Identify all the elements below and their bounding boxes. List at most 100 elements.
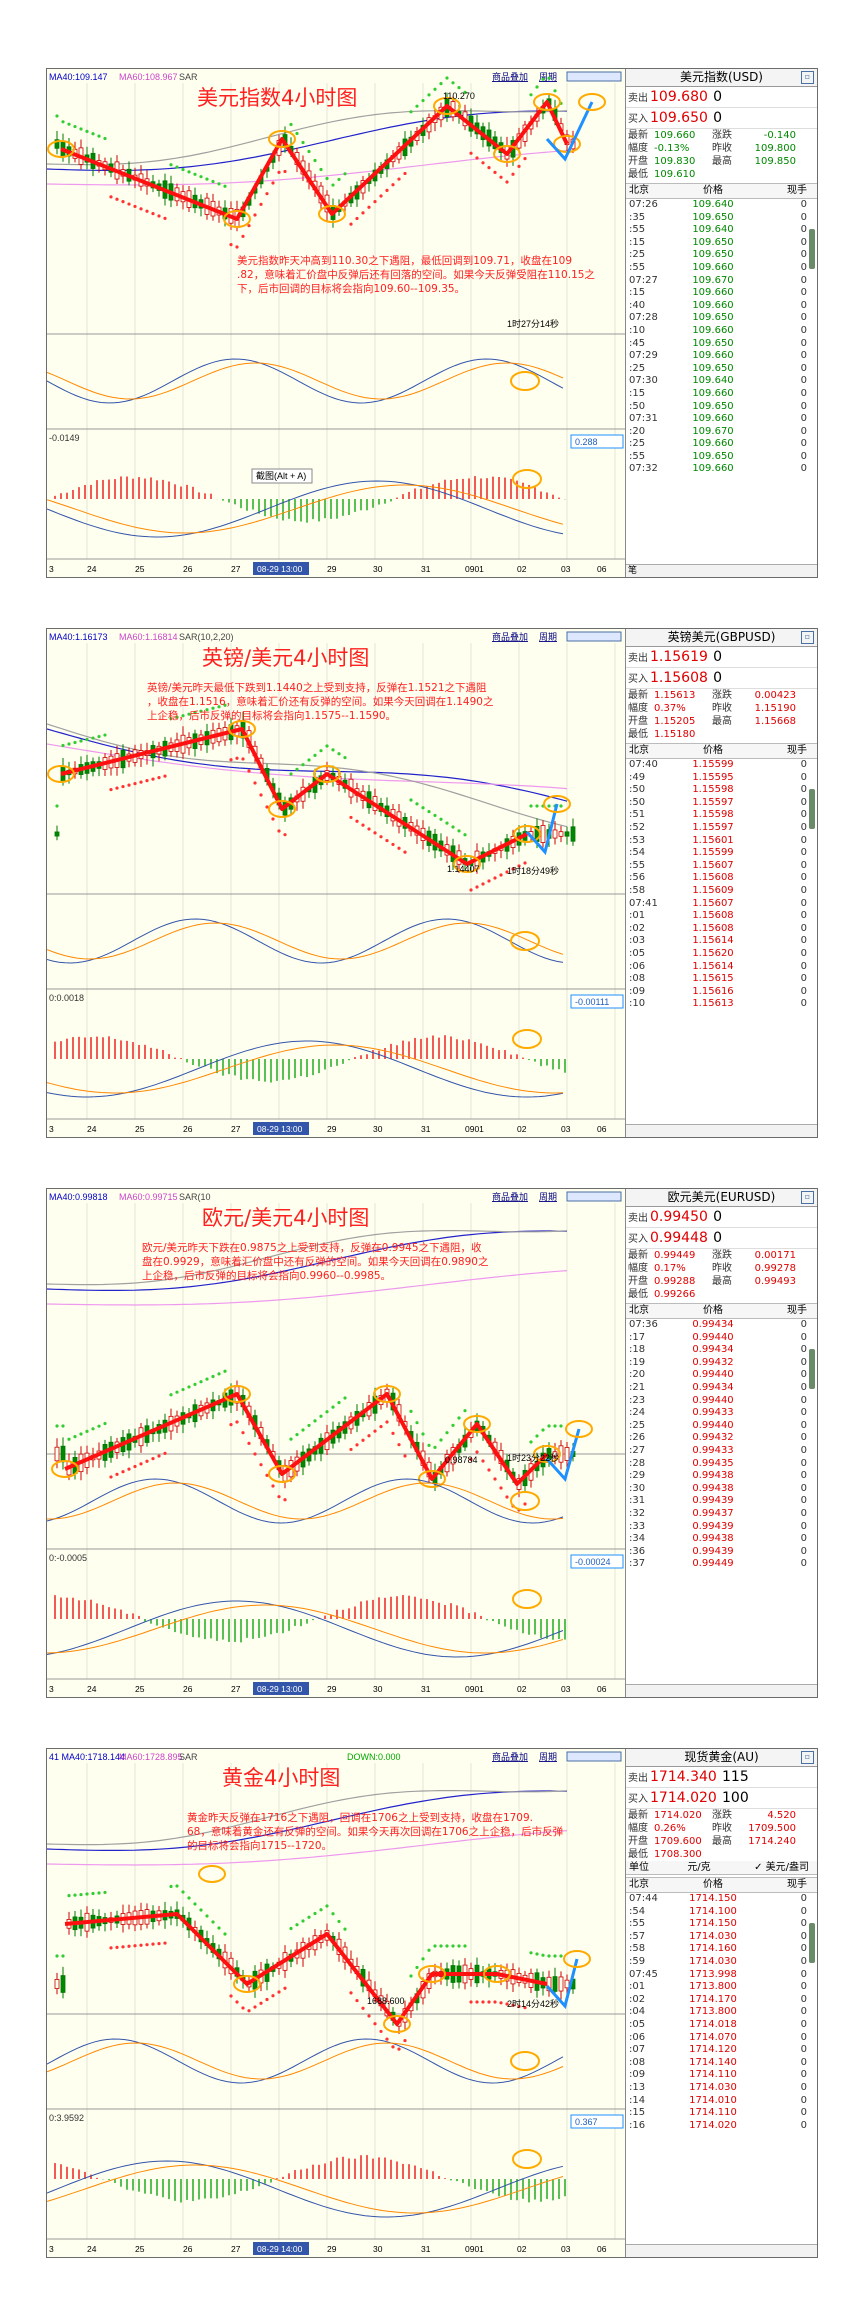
stat-value: 109.610 <box>654 169 696 180</box>
toolbar-down: DOWN:0.000 <box>347 1752 401 1762</box>
stat-key: 开盘 <box>628 716 648 727</box>
sar-dot <box>121 1945 125 1949</box>
chart-area[interactable]: MA40:0.99818 MA60:0.99715 SAR(10 商品叠加 周期 欧元/美… <box>47 1189 626 1697</box>
sar-dot <box>67 1894 71 1898</box>
swing-highlight-circle <box>513 825 541 843</box>
tick-list[interactable]: 07:36 0.99434 0:17 0.99440 0:18 0.99434 0:19 0.… <box>626 1319 817 1571</box>
sar-dot <box>349 815 353 820</box>
instrument-title: 现货黄金(AU) ▫ <box>626 1749 817 1767</box>
swing-highlight-circle <box>268 800 296 818</box>
sar-dot <box>151 1942 155 1946</box>
tick-price: 1714.018 <box>689 2018 737 2030</box>
sar-dot <box>181 167 185 172</box>
chart-area[interactable]: MA40:1.16173 MA60:1.16814 SAR(10,2,20) 商品叠加… <box>47 629 626 1137</box>
close-icon[interactable]: ▫ <box>801 1751 814 1764</box>
candlestick-chart[interactable]: MA40:1.16173 MA60:1.16814 SAR(10,2,20) 商品叠加… <box>47 629 625 1137</box>
x-tick-label: 29 <box>327 564 337 574</box>
stat-value: 1.15613 <box>654 690 696 701</box>
tick-row: 07:26 109.640 0 <box>626 199 817 212</box>
tick-time: :02 <box>629 922 646 934</box>
tick-list[interactable]: 07:40 1.15599 0:49 1.15595 0:50 1.15598 0:50 1.… <box>626 759 817 1011</box>
stat-value <box>738 1848 796 1861</box>
sar-dot <box>109 195 113 199</box>
tick-volume: 0 <box>800 1394 807 1406</box>
swing-highlight-circle <box>373 1385 401 1403</box>
close-icon[interactable]: ▫ <box>801 71 814 84</box>
sar-dot <box>313 1419 317 1423</box>
stat-key: 涨跌 <box>712 1810 732 1821</box>
tick-price: 1.15613 <box>692 998 734 1010</box>
stat-key <box>712 1848 738 1861</box>
tick-time: :19 <box>629 1356 646 1368</box>
price-extreme-label: 1.14407 <box>447 864 480 874</box>
tick-time: 07:30 <box>629 375 658 387</box>
sar-dot <box>349 1991 353 1995</box>
tick-header: 北京 价格 现手 <box>626 743 817 759</box>
sar-dot <box>343 1927 347 1931</box>
x-tick-label: 03 <box>561 1124 571 1134</box>
sar-dot <box>415 1421 419 1425</box>
swing-highlight-circle <box>268 130 296 148</box>
scrollbar-thumb[interactable] <box>809 1923 815 1963</box>
bid-size: 0 <box>713 89 723 105</box>
close-icon[interactable]: ▫ <box>801 631 814 644</box>
sar-dot <box>349 1447 353 1452</box>
tick-volume: 0 <box>800 1331 807 1343</box>
footer-label: 笔 <box>628 566 638 576</box>
stat-value: 109.830 <box>654 156 696 167</box>
scrollbar-thumb[interactable] <box>809 1349 815 1389</box>
tick-row: :17 0.99440 0 <box>626 1332 817 1345</box>
moving-average-line <box>47 1270 568 1306</box>
tick-row: :13 1714.030 0 <box>626 2082 817 2095</box>
bid-price: 1714.340 <box>650 1769 717 1785</box>
sar-dot <box>223 703 227 707</box>
analysis-annotation: .82，意味着汇价盘中反弹后还有回落的空间。如果今天反弹受阻在110.15之 <box>237 268 595 281</box>
candle-body <box>60 1975 66 1993</box>
tick-time: :18 <box>629 1344 646 1356</box>
scrollbar-thumb[interactable] <box>809 229 815 269</box>
stat-key: 最新 <box>628 1250 648 1261</box>
scrollbar-thumb[interactable] <box>809 789 815 829</box>
candlestick-chart[interactable]: MA40:0.99818 MA60:0.99715 SAR(10 商品叠加 周期欧元/美… <box>47 1189 625 1697</box>
candlestick-chart[interactable]: MA40:109.147MA60:108.967SAR商品叠加周期美元指数4小时… <box>47 69 625 577</box>
tick-header: 北京 价格 现手 <box>626 1303 817 1319</box>
tick-price: 1714.150 <box>689 1918 737 1930</box>
stat-row: 最低 1.15180 <box>626 728 817 741</box>
x-tick-label: 30 <box>373 1124 383 1134</box>
x-tick-label: 0901 <box>465 1124 484 1134</box>
tick-volume: 0 <box>800 1381 807 1393</box>
x-cursor-label: 08-29 13:00 <box>257 1684 303 1694</box>
stat-value: 1708.300 <box>654 1849 702 1860</box>
sar-dot <box>415 1965 419 1970</box>
chart-area[interactable]: MA40:109.147MA60:108.967SAR商品叠加周期美元指数4小时… <box>47 69 626 577</box>
unit-option-gram[interactable]: 元/克 <box>687 1862 711 1873</box>
candle-body <box>552 829 558 839</box>
stat-key: 开盘 <box>628 1276 648 1287</box>
tick-price: 1714.100 <box>689 1905 737 1917</box>
tick-list[interactable]: 07:26 109.640 0:35 109.650 0:55 109.640 0:15 10… <box>626 199 817 476</box>
unit-option-ounce[interactable]: ✓ 美元/盎司 <box>754 1862 809 1873</box>
tick-list[interactable]: 07:44 1714.150 0:54 1714.100 0:55 1714.150 0:5… <box>626 1893 817 2132</box>
sar-dot <box>235 1420 239 1424</box>
tick-row: :54 1714.100 0 <box>626 1906 817 1919</box>
tick-volume: 0 <box>800 438 807 450</box>
stat-key: 开盘 <box>628 156 648 167</box>
tick-time: :09 <box>629 985 646 997</box>
chart-area[interactable]: 41 MA40:1718.144 MA60:1728.895 SAR DOWN:0.0… <box>47 1749 626 2257</box>
sar-dot <box>427 1948 431 1952</box>
sar-dot <box>547 1424 551 1428</box>
tick-row: :55 1.15607 0 <box>626 860 817 873</box>
close-icon[interactable]: ▫ <box>801 1191 814 1204</box>
sar-dot <box>547 804 551 808</box>
sar-dot <box>247 224 251 228</box>
stat-row: 开盘 1.15205 最高 1.15668 <box>626 715 817 728</box>
tick-volume: 0 <box>800 1482 807 1494</box>
sar-dot <box>187 170 191 174</box>
ask-row: 买入 1714.020 100 <box>626 1788 817 1809</box>
tick-volume: 0 <box>800 1369 807 1381</box>
tick-volume: 0 <box>800 922 807 934</box>
sar-dot <box>217 182 221 186</box>
sar-dot <box>391 2045 395 2049</box>
stat-key: 开盘 <box>628 1836 648 1847</box>
